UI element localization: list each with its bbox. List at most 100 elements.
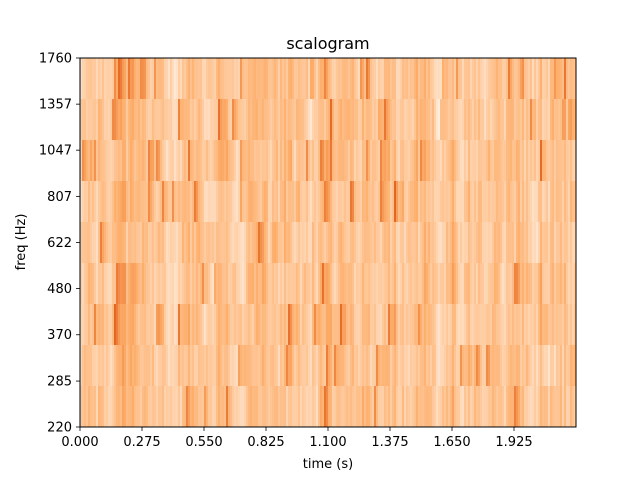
heatmap-cell [398, 386, 401, 427]
heatmap-cell [416, 345, 419, 387]
heatmap-cell [126, 99, 129, 141]
heatmap-cell [158, 263, 161, 305]
heatmap-cell [434, 386, 437, 427]
heatmap-cell [148, 304, 151, 346]
heatmap-cell [420, 304, 423, 346]
heatmap-cell [94, 181, 97, 223]
heatmap-cell [460, 345, 463, 387]
heatmap-cell [348, 140, 351, 182]
heatmap-cell [396, 99, 399, 141]
heatmap-cell [354, 304, 357, 346]
heatmap-cell [274, 99, 277, 141]
heatmap-cell [314, 386, 317, 427]
heatmap-cell [342, 58, 345, 100]
heatmap-cell [282, 222, 285, 264]
heatmap-cell [252, 222, 255, 264]
heatmap-cell [306, 181, 309, 223]
heatmap-cell [346, 304, 349, 346]
heatmap-cell [346, 99, 349, 141]
heatmap-cell [348, 345, 351, 387]
heatmap-cell [402, 222, 405, 264]
heatmap-cell [564, 345, 567, 387]
heatmap-cell [170, 263, 173, 305]
heatmap-cell [362, 181, 365, 223]
heatmap-cell [308, 181, 311, 223]
heatmap-cell [116, 222, 119, 264]
heatmap-cell [152, 58, 155, 100]
heatmap-cell [182, 58, 185, 100]
heatmap-cell [392, 140, 395, 182]
heatmap-cell [514, 140, 517, 182]
heatmap-cell [554, 99, 557, 141]
heatmap-cell [96, 140, 99, 182]
heatmap-cell [184, 181, 187, 223]
heatmap-cell [228, 304, 231, 346]
heatmap-cell [158, 58, 161, 100]
heatmap-cell [440, 222, 443, 264]
heatmap-cell [406, 58, 409, 100]
heatmap-cell [458, 263, 461, 305]
heatmap-cell [476, 99, 479, 141]
x-axis-label: time (s) [303, 457, 353, 472]
heatmap-cell [568, 345, 571, 387]
heatmap-cell [268, 99, 271, 141]
x-tick-label: 1.100 [309, 435, 346, 450]
heatmap-cell [156, 386, 159, 427]
heatmap-cell [172, 386, 175, 427]
heatmap-cell [364, 222, 367, 264]
heatmap-cells [80, 58, 576, 427]
heatmap-cell [110, 181, 113, 223]
heatmap-cell [226, 58, 229, 100]
heatmap-cell [472, 181, 475, 223]
heatmap-cell [174, 99, 177, 141]
heatmap-cell [164, 304, 167, 346]
heatmap-cell [552, 304, 555, 346]
heatmap-cell [214, 345, 217, 387]
heatmap-cell [140, 58, 143, 100]
heatmap-cell [184, 345, 187, 387]
heatmap-cell [440, 304, 443, 346]
heatmap-cell [218, 140, 221, 182]
heatmap-cell [136, 386, 139, 427]
heatmap-cell [556, 99, 559, 141]
heatmap-cell [570, 58, 573, 100]
heatmap-cell [326, 263, 329, 305]
heatmap-cell [494, 58, 497, 100]
heatmap-cell [360, 58, 363, 100]
heatmap-cell [266, 99, 269, 141]
heatmap-cell [458, 58, 461, 100]
heatmap-cell [440, 345, 443, 387]
heatmap-cell [154, 222, 157, 264]
heatmap-cell [520, 222, 523, 264]
heatmap-cell [312, 222, 315, 264]
heatmap-cell [358, 58, 361, 100]
heatmap-cell [418, 99, 421, 141]
heatmap-cell [196, 304, 199, 346]
heatmap-cell [404, 140, 407, 182]
heatmap-cell [128, 263, 131, 305]
heatmap-cell [198, 181, 201, 223]
heatmap-cell [94, 304, 97, 346]
heatmap-cell [88, 304, 91, 346]
heatmap-cell [370, 181, 373, 223]
heatmap-cell [250, 345, 253, 387]
heatmap-cell [240, 386, 243, 427]
heatmap-cell [104, 386, 107, 427]
heatmap-cell [396, 181, 399, 223]
heatmap-cell [144, 386, 147, 427]
heatmap-cell [544, 386, 547, 427]
heatmap-cell [292, 58, 295, 100]
heatmap-cell [290, 58, 293, 100]
heatmap-cell [344, 222, 347, 264]
heatmap-cell [552, 181, 555, 223]
heatmap-cell [216, 386, 219, 427]
heatmap-cell [250, 386, 253, 427]
heatmap-cell [540, 263, 543, 305]
heatmap-cell [550, 58, 553, 100]
x-tick-label: 0.000 [61, 435, 98, 450]
heatmap-cell [192, 345, 195, 387]
heatmap-cell [258, 140, 261, 182]
heatmap-cell [506, 304, 509, 346]
heatmap-cell [394, 345, 397, 387]
heatmap-cell [332, 140, 335, 182]
